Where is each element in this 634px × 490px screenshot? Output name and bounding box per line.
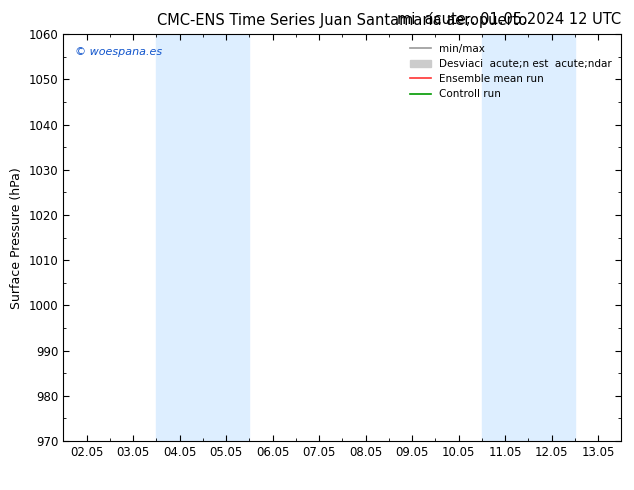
Y-axis label: Surface Pressure (hPa): Surface Pressure (hPa) — [10, 167, 23, 309]
Bar — [482, 34, 528, 441]
Text: © woespana.es: © woespana.es — [75, 47, 162, 56]
Bar — [157, 34, 203, 441]
Text: CMC-ENS Time Series Juan Santamaría aeropuerto: CMC-ENS Time Series Juan Santamaría aero… — [157, 12, 527, 28]
Text: mi  acute;. 01.05.2024 12 UTC: mi acute;. 01.05.2024 12 UTC — [397, 12, 621, 27]
Bar — [528, 34, 575, 441]
Bar — [203, 34, 249, 441]
Legend: min/max, Desviaci  acute;n est  acute;ndar, Ensemble mean run, Controll run: min/max, Desviaci acute;n est acute;ndar… — [406, 40, 616, 103]
